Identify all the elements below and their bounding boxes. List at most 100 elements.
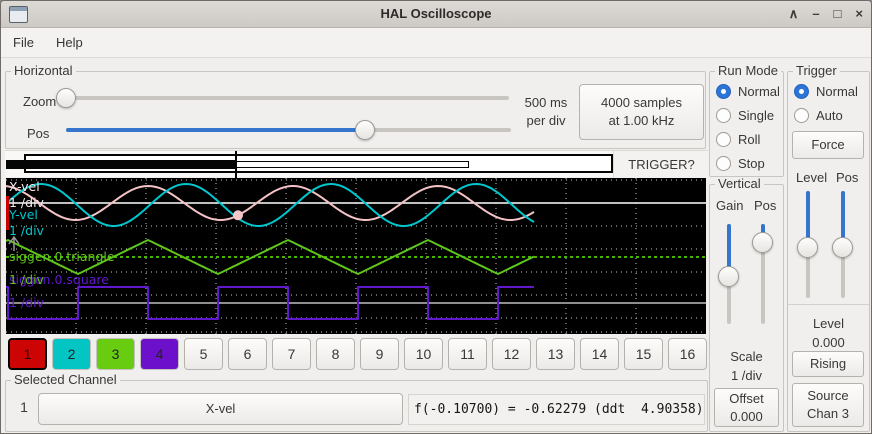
- radio-selected-icon[interactable]: [794, 83, 809, 99]
- window-title: HAL Oscilloscope: [380, 6, 492, 21]
- horizontal-pos-slider[interactable]: [66, 120, 511, 140]
- trace-X-vel: [6, 185, 535, 221]
- radio-label: Roll: [738, 131, 761, 147]
- radio-selected-icon[interactable]: [716, 83, 731, 99]
- zoom-slider-handle[interactable]: [56, 88, 76, 108]
- radio-label: Auto: [816, 107, 843, 123]
- radio-label: Normal: [738, 83, 780, 99]
- vertical-pos-label: Pos: [754, 198, 777, 213]
- menu-help[interactable]: Help: [55, 35, 83, 50]
- offset-button[interactable]: Offset 0.000: [714, 388, 779, 427]
- channel-button-9[interactable]: 9: [360, 338, 399, 370]
- channel-name-button[interactable]: X-vel: [38, 393, 403, 425]
- trigger-pos-slider-handle[interactable]: [832, 237, 853, 259]
- radio-icon[interactable]: [716, 131, 731, 147]
- trigger-cursor-line[interactable]: [235, 151, 237, 178]
- selected-channel-scale-bar: [6, 196, 9, 230]
- record-progress-fill: [6, 160, 236, 169]
- radio-label: Single: [738, 107, 775, 123]
- trigger-pos-label: Pos: [836, 170, 859, 185]
- channel-button-14[interactable]: 14: [580, 338, 619, 370]
- vertical-gain-slider[interactable]: [718, 224, 740, 324]
- channel-name-label-siggen.0.triangle: siggen.0.triangle: [9, 249, 115, 264]
- vertical-pos-slider[interactable]: [752, 224, 774, 324]
- run-mode-group: Run Mode Normal Single Roll Stop: [709, 64, 784, 177]
- close-icon[interactable]: ×: [855, 6, 863, 21]
- cursor-sample-dot: [233, 210, 243, 221]
- channel-button-row: 1 2 3 4 5 6 7 8 9 10 11 12 13 14 15 16: [8, 338, 708, 371]
- vertical-pos-slider-handle[interactable]: [752, 231, 773, 253]
- channel-button-8[interactable]: 8: [316, 338, 355, 370]
- trigger-status-label: TRIGGER?: [613, 151, 709, 178]
- trigger-level-slider-handle[interactable]: [797, 237, 818, 259]
- shade-icon[interactable]: ∧: [788, 6, 799, 21]
- radio-option-normal[interactable]: Normal: [794, 82, 858, 100]
- maximize-icon[interactable]: □: [833, 6, 842, 21]
- channel-button-1[interactable]: 1: [8, 338, 47, 370]
- radio-option-stop[interactable]: Stop: [716, 154, 765, 172]
- gain-label: Gain: [716, 198, 744, 213]
- channel-units-label-Y-vel: 1 /div: [9, 223, 45, 238]
- channel-button-2[interactable]: 2: [52, 338, 91, 370]
- trigger-position-bar[interactable]: TRIGGER?: [5, 150, 709, 178]
- app-icon: [9, 6, 28, 23]
- trace-Y-vel: [6, 183, 535, 227]
- samples-button[interactable]: 4000 samples at 1.00 kHz: [579, 84, 704, 140]
- trigger-group-label: Trigger: [793, 64, 840, 78]
- force-button[interactable]: Force: [792, 131, 864, 159]
- horizontal-group: Horizontal Zoom Pos 500 ms per div 4000 …: [5, 64, 706, 149]
- trigger-level-slider[interactable]: [797, 191, 819, 298]
- rising-button[interactable]: Rising: [792, 351, 864, 377]
- selected-channel-group: Selected Channel 1 X-vel f(-0.10700) = -…: [5, 373, 708, 432]
- zoom-label: Zoom: [23, 94, 57, 109]
- gain-slider-handle[interactable]: [718, 265, 739, 287]
- channel-button-13[interactable]: 13: [536, 338, 575, 370]
- display-window-outline: [236, 161, 469, 168]
- menu-file[interactable]: File: [13, 35, 34, 50]
- channel-units-label-X-vel: 1 /div: [9, 195, 45, 210]
- vertical-group-label: Vertical: [715, 177, 764, 191]
- channel-button-10[interactable]: 10: [404, 338, 443, 370]
- channel-name-label-siggen.0.square: siggen.0.square: [9, 272, 109, 287]
- channel-value-readout: f(-0.10700) = -0.62279 (ddt 4.90358): [408, 394, 705, 425]
- trigger-separator: [788, 304, 869, 305]
- channel-button-3[interactable]: 3: [96, 338, 135, 370]
- minimize-icon[interactable]: –: [812, 6, 820, 21]
- radio-icon[interactable]: [716, 155, 731, 171]
- channel-button-11[interactable]: 11: [448, 338, 487, 370]
- channel-button-16[interactable]: 16: [668, 338, 707, 370]
- channel-button-15[interactable]: 15: [624, 338, 663, 370]
- radio-option-normal[interactable]: Normal: [716, 82, 780, 100]
- pos-slider-handle[interactable]: [355, 120, 375, 140]
- run-mode-group-label: Run Mode: [715, 64, 781, 78]
- horizontal-zoom-slider[interactable]: [56, 88, 509, 108]
- trigger-group: Trigger Normal Auto Force Level Pos Level…: [787, 64, 870, 432]
- vertical-group: Vertical Gain Pos Scale 1 /div Offset 0.…: [709, 177, 784, 432]
- trace-siggen.0.triangle: [6, 239, 535, 275]
- channel-button-12[interactable]: 12: [492, 338, 531, 370]
- channel-button-4[interactable]: 4: [140, 338, 179, 370]
- source-button[interactable]: Source Chan 3: [792, 383, 864, 427]
- radio-option-single[interactable]: Single: [716, 106, 774, 124]
- trace-siggen.0.square: [6, 286, 534, 320]
- radio-option-auto[interactable]: Auto: [794, 106, 843, 124]
- channel-button-7[interactable]: 7: [272, 338, 311, 370]
- per-div-readout: 500 ms per div: [524, 95, 568, 128]
- radio-label: Stop: [738, 155, 765, 171]
- trigger-pos-slider[interactable]: [832, 191, 854, 298]
- radio-option-roll[interactable]: Roll: [716, 130, 760, 148]
- level-readout: Level 0.000: [812, 316, 845, 350]
- pos-label: Pos: [27, 126, 50, 141]
- title-bar[interactable]: HAL Oscilloscope ∧ – □ ×: [1, 1, 871, 28]
- channel-name-label-Y-vel: Y-vel: [8, 207, 38, 222]
- channel-units-label-siggen.0.square: 1 /div: [9, 295, 45, 310]
- horizontal-group-label: Horizontal: [11, 64, 76, 78]
- channel-button-5[interactable]: 5: [184, 338, 223, 370]
- radio-icon[interactable]: [716, 107, 731, 123]
- radio-icon[interactable]: [794, 107, 809, 123]
- trigger-level-caret-icon: [8, 235, 20, 251]
- channel-button-6[interactable]: 6: [228, 338, 267, 370]
- selected-channel-group-label: Selected Channel: [11, 373, 120, 387]
